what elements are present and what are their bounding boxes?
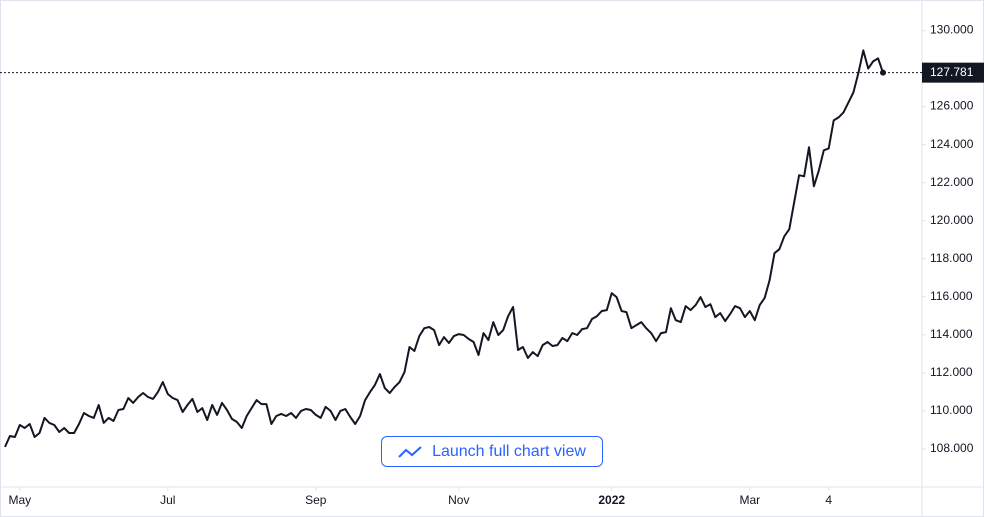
x-tick-label: Jul bbox=[160, 493, 175, 507]
y-tick-label: 130.000 bbox=[930, 23, 974, 37]
last-point bbox=[880, 69, 886, 76]
y-tick-label: 124.000 bbox=[930, 137, 974, 151]
launch-button[interactable]: Launch full chart view bbox=[381, 436, 603, 467]
button-icon bbox=[398, 445, 422, 458]
x-tick-label: Sep bbox=[305, 493, 327, 507]
y-tick-label: 110.000 bbox=[930, 403, 973, 417]
y-tick-label: 118.000 bbox=[930, 251, 973, 265]
y-tick-label: 114.000 bbox=[930, 327, 973, 341]
x-tick-label: Mar bbox=[739, 493, 760, 507]
y-tick-label: 122.000 bbox=[930, 175, 974, 189]
y-tick-label: 108.000 bbox=[930, 441, 974, 455]
last-price-label: 127.781 bbox=[930, 65, 974, 79]
y-tick-label: 120.000 bbox=[930, 213, 974, 227]
last-price-box bbox=[922, 62, 984, 83]
y-tick-label: 116.000 bbox=[930, 289, 973, 303]
button-label[interactable]: Launch full chart view bbox=[432, 442, 586, 460]
y-tick-label: 126.000 bbox=[930, 99, 974, 113]
x-tick-label: May bbox=[8, 493, 31, 507]
price-line bbox=[4, 49, 884, 448]
y-tick-label: 112.000 bbox=[930, 365, 973, 379]
x-tick-label: 2022 bbox=[598, 493, 625, 507]
x-tick-label: 4 bbox=[825, 493, 832, 507]
x-tick-label: Nov bbox=[448, 493, 469, 507]
